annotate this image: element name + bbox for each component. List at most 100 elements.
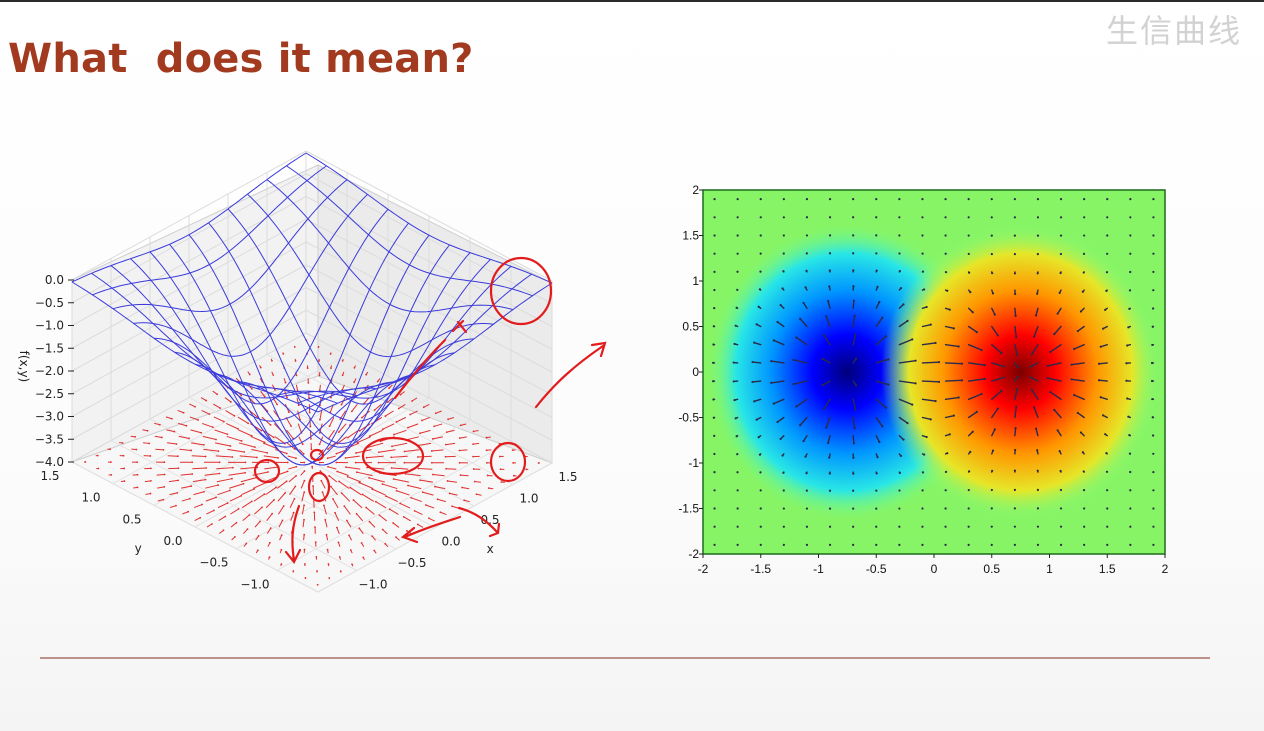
gradient-arrow-head bbox=[1046, 364, 1049, 368]
gradient-arrow-head bbox=[921, 507, 924, 510]
gradient-arrow-head bbox=[876, 456, 879, 459]
vector-arrow-head bbox=[216, 393, 219, 396]
footer-divider bbox=[40, 657, 1210, 659]
vector-arrow-head bbox=[282, 352, 285, 355]
vector-arrow-head bbox=[208, 413, 211, 416]
gradient-arrow-head bbox=[1151, 416, 1154, 419]
gradient-arrow-head bbox=[1082, 271, 1085, 274]
gradient-arrow bbox=[821, 380, 831, 386]
gradient-arrow bbox=[921, 398, 937, 402]
vector-arrow bbox=[301, 505, 305, 515]
gradient-arrow bbox=[991, 407, 999, 419]
vector-arrow-head bbox=[205, 467, 208, 469]
floor-vector-field bbox=[83, 339, 541, 586]
vector-arrow-head bbox=[381, 528, 384, 531]
vector-arrow bbox=[449, 492, 458, 496]
gradient-arrow-head bbox=[1129, 525, 1132, 528]
gradient-arrow bbox=[825, 416, 831, 429]
vector-arrow bbox=[359, 482, 374, 489]
gradient-arrow-head bbox=[884, 406, 888, 409]
vector-arrow-head bbox=[257, 535, 260, 537]
gradient-arrow-head bbox=[1102, 327, 1105, 330]
gradient-arrow-head bbox=[713, 197, 716, 201]
vector-arrow bbox=[238, 429, 253, 437]
vector-arrow bbox=[348, 535, 353, 541]
gradient-arrow-head bbox=[1013, 543, 1016, 546]
vector-arrow-head bbox=[419, 479, 422, 481]
vector-arrow-head bbox=[356, 441, 359, 444]
gradient-arrow bbox=[852, 333, 857, 346]
vector-arrow-head bbox=[280, 534, 283, 537]
vector-arrow-head bbox=[240, 440, 243, 442]
gradient-arrow bbox=[991, 344, 1003, 354]
gradient-arrow bbox=[898, 380, 917, 385]
vector-arrow-head bbox=[362, 556, 365, 559]
gradient-arrow-head bbox=[1059, 507, 1063, 510]
vector-arrow bbox=[341, 384, 345, 391]
vector-arrow bbox=[297, 423, 302, 434]
gradient-arrow-head bbox=[712, 343, 715, 346]
vector-arrow-head bbox=[407, 484, 409, 487]
gradient-arrow bbox=[773, 339, 785, 346]
vector-arrow-head bbox=[355, 452, 357, 454]
gradient-arrow-head bbox=[782, 252, 785, 255]
surface-line bbox=[71, 152, 307, 283]
vector-arrow bbox=[300, 470, 305, 476]
vector-arrow-head bbox=[226, 502, 229, 504]
z-tick-label: −2.5 bbox=[35, 387, 64, 401]
vector-arrow-head bbox=[318, 374, 321, 377]
gradient-arrow-head bbox=[828, 456, 831, 459]
gradient-arrow-head bbox=[757, 436, 760, 439]
vector-arrow bbox=[156, 473, 165, 476]
gradient-arrow bbox=[792, 380, 808, 385]
gradient-arrow-head bbox=[1106, 525, 1109, 528]
gradient-arrow-head bbox=[795, 336, 798, 339]
gradient-arrow bbox=[1033, 325, 1039, 338]
gradient-arrow-head bbox=[898, 507, 901, 510]
vector-arrow bbox=[359, 423, 371, 432]
gradient-arrow-head bbox=[1150, 361, 1154, 365]
vector-arrow-head bbox=[368, 520, 371, 523]
annotation-small-circle-down bbox=[307, 471, 331, 503]
grid-line bbox=[71, 309, 307, 440]
gradient-arrow-head bbox=[991, 272, 994, 275]
vector-arrow-head bbox=[122, 454, 125, 457]
gradient-arrow-head bbox=[736, 288, 739, 291]
vector-arrow-head bbox=[430, 450, 433, 452]
gradient-arrow-head bbox=[1036, 449, 1039, 452]
vector-arrow bbox=[460, 423, 467, 426]
vector-arrow-head bbox=[485, 461, 488, 464]
gradient-arrow-head bbox=[948, 433, 951, 436]
vector-arrow bbox=[260, 403, 268, 412]
x-tick-label: -0.5 bbox=[866, 562, 887, 576]
vector-arrow bbox=[345, 466, 361, 470]
gradient-arrow bbox=[1014, 307, 1017, 317]
gradient-arrow-head bbox=[805, 543, 809, 547]
vector-arrow bbox=[330, 486, 338, 496]
vector-arrow-head bbox=[121, 442, 124, 444]
vector-arrow bbox=[254, 506, 263, 515]
vector-arrow-head bbox=[335, 526, 338, 529]
vector-arrow bbox=[228, 472, 246, 476]
gradient-arrow-head bbox=[713, 434, 716, 437]
vector-arrow-head bbox=[263, 493, 266, 496]
gradient-arrow-head bbox=[782, 471, 785, 474]
vector-arrow bbox=[404, 449, 420, 453]
gradient-arrow-head bbox=[805, 525, 809, 528]
gradient-arrow-head bbox=[772, 339, 775, 342]
y-tick-label: 0.5 bbox=[682, 320, 699, 334]
gradient-arrow-head bbox=[802, 439, 805, 443]
vector-arrow bbox=[266, 513, 273, 521]
gradient-arrow-head bbox=[759, 197, 762, 201]
vector-arrow-head bbox=[355, 512, 358, 515]
vector-arrow-head bbox=[282, 505, 285, 507]
gradient-arrow-head bbox=[921, 525, 924, 528]
annotation-arrow-to-right-plot bbox=[534, 341, 607, 409]
gradient-arrow-head bbox=[1150, 379, 1154, 383]
vector-arrow-head bbox=[458, 437, 461, 439]
gradient-arrow-head bbox=[828, 197, 832, 201]
vector-arrow bbox=[445, 442, 456, 446]
vector-arrow-head bbox=[212, 509, 215, 512]
gradient-arrow-head bbox=[944, 543, 947, 546]
gradient-arrow bbox=[753, 341, 762, 346]
